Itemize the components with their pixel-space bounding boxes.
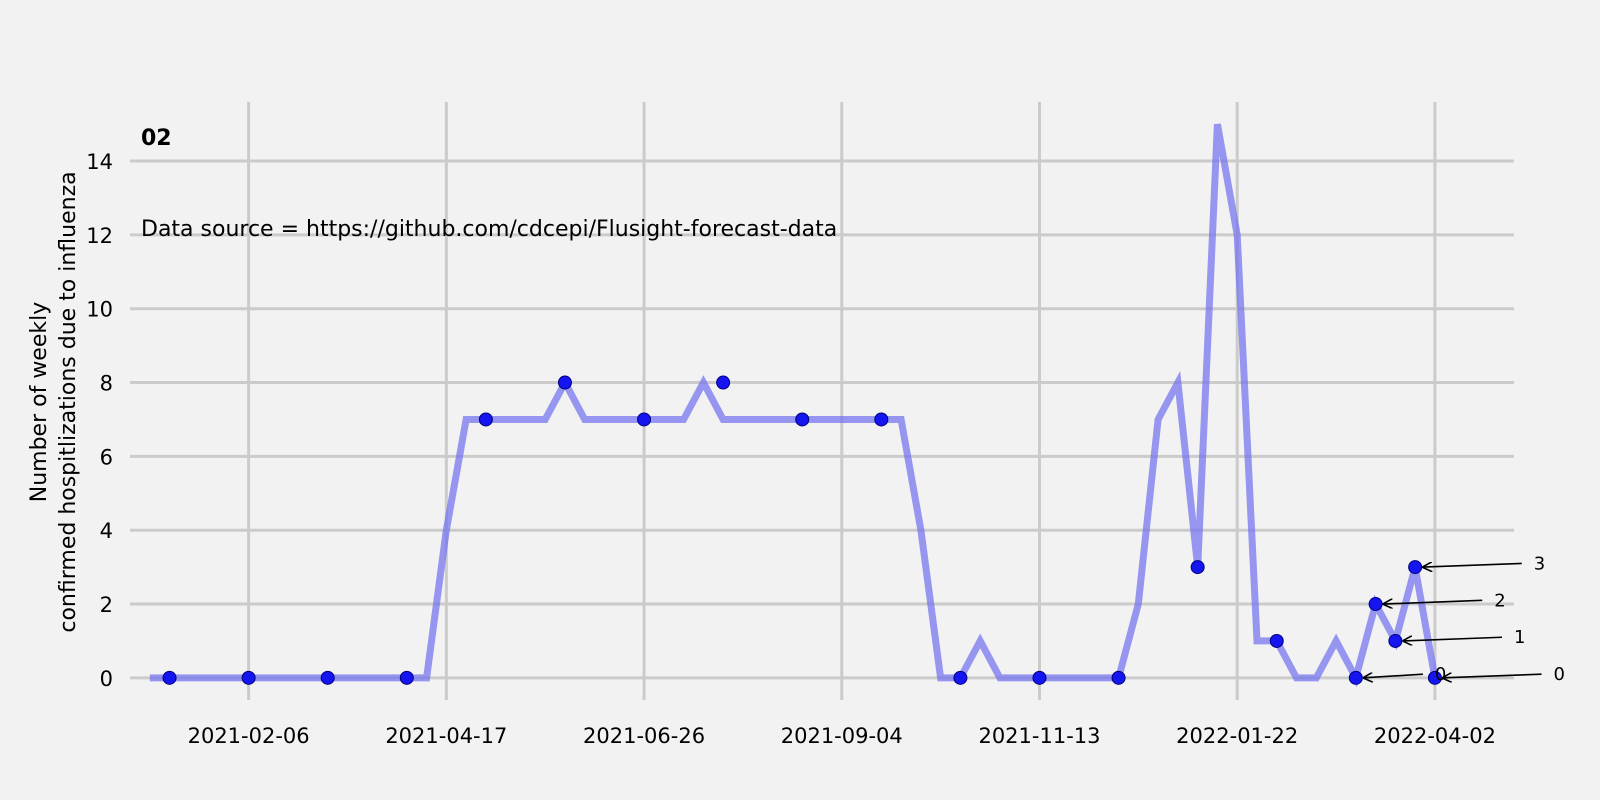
x-tick-label: 2022-01-22	[1176, 724, 1298, 748]
data-source-annotation: Data source = https://github.com/cdcepi/…	[141, 217, 837, 242]
y-tick-label: 14	[86, 150, 113, 174]
data-point-marker	[478, 412, 493, 427]
x-tick-label: 2021-09-04	[781, 724, 903, 748]
y-tick-label: 2	[100, 593, 113, 617]
point-label-arrow	[1423, 563, 1522, 567]
x-tick-label: 2021-06-26	[583, 724, 705, 748]
y-tick-label: 0	[100, 667, 113, 691]
data-point-marker	[1368, 597, 1383, 612]
point-label-arrow	[1364, 674, 1423, 678]
x-tick-label: 2022-04-02	[1374, 724, 1496, 748]
x-tick-label: 2021-04-17	[385, 724, 507, 748]
point-value-label: 0	[1554, 664, 1565, 685]
point-labels: 0 21 3 0	[1364, 553, 1565, 685]
data-point-marker	[1032, 670, 1047, 685]
y-tick-label: 10	[86, 298, 113, 322]
y-axis-label-line-2: confirmed hospitlizations due to influen…	[56, 171, 81, 632]
series-markers	[162, 375, 1442, 685]
data-point-marker	[1408, 560, 1423, 575]
y-tick-label: 4	[100, 519, 113, 543]
point-value-label: 1	[1514, 627, 1525, 648]
chart-title: 02	[141, 126, 172, 151]
point-label-arrow	[1443, 674, 1542, 678]
data-point-marker	[1427, 670, 1442, 685]
data-point-marker	[399, 670, 414, 685]
data-point-marker	[1348, 670, 1363, 685]
grid	[130, 102, 1514, 700]
data-point-marker	[162, 670, 177, 685]
data-point-marker	[795, 412, 810, 427]
y-tick-label: 12	[86, 224, 113, 248]
data-point-marker	[1190, 560, 1205, 575]
point-value-label: 2	[1494, 590, 1505, 611]
data-point-marker	[241, 670, 256, 685]
data-point-marker	[716, 375, 731, 390]
data-point-marker	[557, 375, 572, 390]
x-tick-label: 2021-11-13	[978, 724, 1100, 748]
data-point-marker	[953, 670, 968, 685]
y-axis-ticks: 0 2 4 6 8 10 12 14	[86, 150, 113, 691]
data-point-marker	[320, 670, 335, 685]
x-axis-ticks: 2021-02-06 2021-04-17 2021-06-26 2021-09-04…	[188, 724, 1496, 748]
point-value-label: 3	[1534, 553, 1545, 574]
series-line	[149, 123, 1439, 688]
data-point-marker	[637, 412, 652, 427]
y-axis-label-line-1: Number of weekly	[27, 302, 52, 503]
data-point-marker	[1388, 633, 1403, 648]
data-point-marker	[874, 412, 889, 427]
y-tick-label: 6	[100, 445, 113, 469]
series-polyline	[149, 123, 1439, 688]
x-tick-label: 2021-02-06	[188, 724, 310, 748]
point-label-arrow	[1384, 600, 1483, 604]
y-axis-label: Number of weekly confirmed hospitlizatio…	[27, 171, 81, 632]
y-tick-label: 8	[100, 372, 113, 396]
data-point-marker	[1111, 670, 1126, 685]
point-value-label: 0	[1435, 664, 1446, 685]
point-label-arrow	[1403, 637, 1503, 641]
data-point-marker	[1269, 633, 1284, 648]
